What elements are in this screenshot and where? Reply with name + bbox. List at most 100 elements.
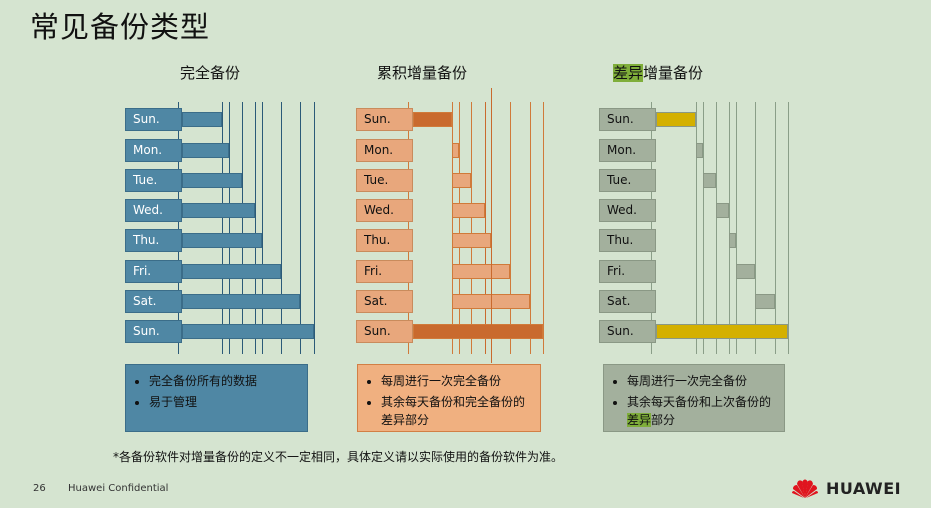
differential-timeline-line	[651, 102, 652, 354]
incremental-day-0: Sun.	[356, 108, 413, 131]
differential-desc-line: 部分	[651, 413, 676, 427]
differential-backup-bar	[729, 233, 736, 248]
incremental-day-4: Thu.	[356, 229, 413, 252]
differential-incremental-title: 差异增量备份	[613, 62, 703, 83]
differential-backup-bar	[736, 264, 755, 279]
full-timeline-line	[281, 102, 282, 354]
title-highlight: 差异	[613, 64, 644, 82]
full-timeline-line	[262, 102, 263, 354]
incremental-day-6: Sat.	[356, 290, 413, 313]
full-backup-bar	[182, 294, 300, 309]
differential-backup-bar	[656, 112, 696, 127]
differential-desc-item: 每周进行一次完全备份	[627, 372, 776, 390]
full-day-2: Tue.	[125, 169, 182, 192]
full-day-1: Mon.	[125, 139, 182, 162]
differential-day-3: Wed.	[599, 199, 656, 222]
cumulative-desc-item: 每周进行一次完全备份	[381, 372, 532, 390]
incremental-timeline-line	[408, 102, 409, 354]
full-desc-item: 完全备份所有的数据	[149, 372, 299, 390]
full-timeline-line	[242, 102, 243, 354]
full-timeline-line	[255, 102, 256, 354]
differential-timeline-line	[729, 102, 730, 354]
full-timeline-line	[178, 102, 179, 354]
confidential-label: Huawei Confidential	[68, 483, 169, 494]
differential-day-0: Sun.	[599, 108, 656, 131]
incremental-timeline-line	[459, 102, 460, 354]
incremental-backup-bar	[452, 143, 459, 158]
full-timeline-line	[300, 102, 301, 354]
full-day-0: Sun.	[125, 108, 182, 131]
incremental-day-1: Mon.	[356, 139, 413, 162]
differential-timeline-line	[736, 102, 737, 354]
incremental-day-7: Sun.	[356, 320, 413, 343]
full-day-4: Thu.	[125, 229, 182, 252]
full-timeline-line	[222, 102, 223, 354]
differential-backup-bar	[696, 143, 703, 158]
full-backup-bar	[182, 112, 222, 127]
incremental-day-3: Wed.	[356, 199, 413, 222]
incremental-timeline-line	[510, 102, 511, 354]
differential-timeline-line	[775, 102, 776, 354]
incremental-backup-bar	[452, 264, 510, 279]
full-backup-bar	[182, 173, 242, 188]
differential-day-7: Sun.	[599, 320, 656, 343]
cumulative-incremental-title: 累积增量备份	[377, 64, 468, 82]
incremental-backup-bar	[413, 112, 452, 127]
differential-day-6: Sat.	[599, 290, 656, 313]
differential-backup-bar	[703, 173, 716, 188]
full-desc-item: 易于管理	[149, 393, 299, 411]
full-backup-title: 完全备份	[180, 64, 241, 82]
incremental-backup-bar	[452, 173, 471, 188]
full-backup-description: 完全备份所有的数据 易于管理	[125, 364, 308, 432]
differential-day-2: Tue.	[599, 169, 656, 192]
full-day-5: Fri.	[125, 260, 182, 283]
full-timeline-line	[314, 102, 315, 354]
full-backup-bar	[182, 324, 314, 339]
differential-day-4: Thu.	[599, 229, 656, 252]
cumulative-desc-line: 其余每天备份和完全备份的	[381, 395, 526, 409]
differential-timeline-line	[696, 102, 697, 354]
differential-backup-bar	[716, 203, 729, 218]
incremental-backup-bar	[452, 233, 491, 248]
incremental-day-2: Tue.	[356, 169, 413, 192]
differential-backup-bar	[755, 294, 775, 309]
incremental-backup-bar	[413, 324, 543, 339]
incremental-backup-bar	[452, 203, 485, 218]
full-day-6: Sat.	[125, 290, 182, 313]
incremental-timeline-line	[530, 102, 531, 354]
differential-timeline-line	[755, 102, 756, 354]
footnote: *各备份软件对增量备份的定义不一定相同，具体定义请以实际使用的备份软件为准。	[113, 450, 564, 464]
differential-timeline-line	[703, 102, 704, 354]
differential-desc-line: 其余每天备份和上次备份的	[627, 395, 772, 409]
differential-backup-bar	[656, 324, 788, 339]
full-day-7: Sun.	[125, 320, 182, 343]
differential-day-1: Mon.	[599, 139, 656, 162]
differential-day-5: Fri.	[599, 260, 656, 283]
full-backup-bar	[182, 233, 262, 248]
incremental-axis-line	[491, 88, 492, 363]
full-timeline-line	[229, 102, 230, 354]
cumulative-desc-line: 差异部分	[381, 413, 430, 427]
full-backup-bar	[182, 143, 229, 158]
incremental-timeline-line	[452, 102, 453, 354]
incremental-day-5: Fri.	[356, 260, 413, 283]
differential-timeline-line	[788, 102, 789, 354]
huawei-logo: HUAWEI	[790, 476, 901, 500]
incremental-timeline-line	[543, 102, 544, 354]
full-day-3: Wed.	[125, 199, 182, 222]
page-title: 常见备份类型	[30, 10, 211, 44]
full-backup-bar	[182, 203, 255, 218]
differential-desc-highlight: 差异	[627, 413, 652, 427]
title-rest: 增量备份	[643, 64, 704, 82]
differential-timeline-line	[716, 102, 717, 354]
incremental-timeline-line	[485, 102, 486, 354]
huawei-flower-icon	[792, 479, 818, 498]
full-backup-bar	[182, 264, 281, 279]
page-number: 26	[33, 483, 46, 494]
incremental-timeline-line	[471, 102, 472, 354]
brand-name: HUAWEI	[826, 478, 902, 498]
